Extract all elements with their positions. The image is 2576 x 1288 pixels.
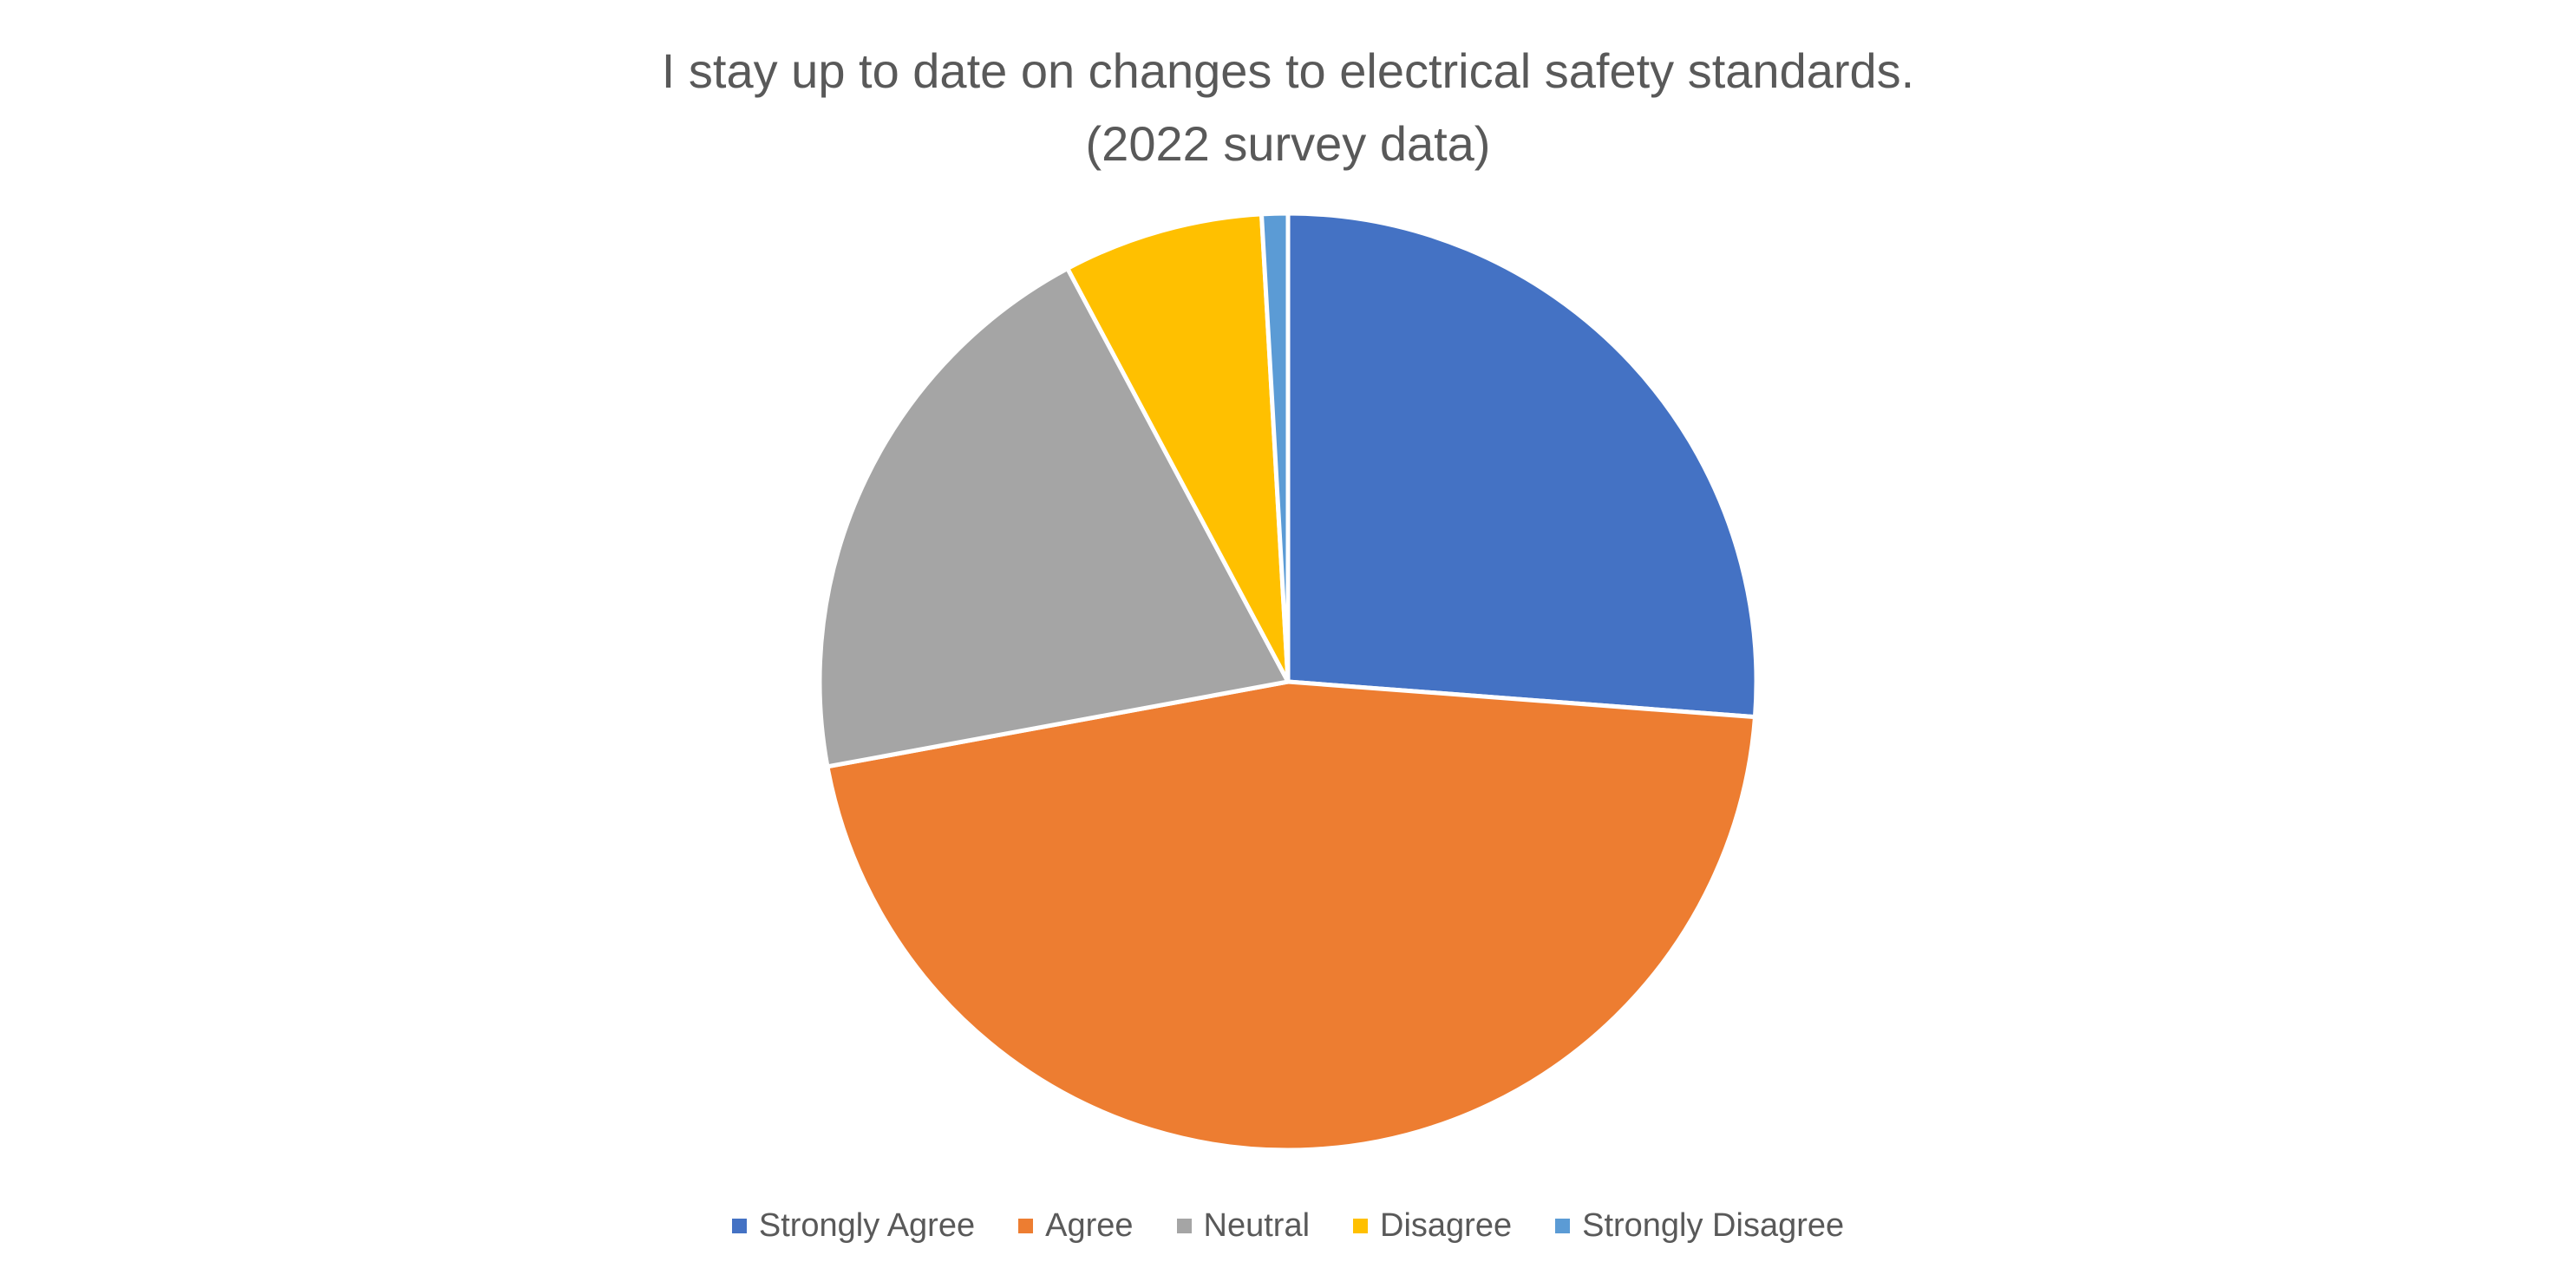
pie-slice-agree	[825, 679, 1757, 1153]
pie-slices	[817, 211, 1759, 1153]
legend-item-disagree: Disagree	[1353, 1207, 1512, 1245]
legend-label-agree: Agree	[1045, 1207, 1134, 1244]
pie-slice-neutral	[817, 266, 1291, 769]
legend-item-agree: Agree	[1018, 1207, 1134, 1245]
chart-subtitle-text: (2022 survey data)	[1085, 116, 1491, 171]
pie-slice-strongly-agree	[1285, 211, 1759, 720]
chart-legend: Strongly Agree Agree Neutral Disagree Strong…	[0, 1207, 2576, 1245]
chart-title: I stay up to date on changes to electric…	[0, 35, 2576, 180]
legend-swatch-agree	[1018, 1219, 1034, 1233]
pie-slice-strongly-disagree	[1259, 211, 1291, 684]
legend-label-strongly-agree: Strongly Agree	[758, 1207, 976, 1244]
legend-label-neutral: Neutral	[1203, 1207, 1311, 1244]
legend-label-strongly-disagree: Strongly Disagree	[1582, 1207, 1845, 1244]
legend-swatch-disagree	[1353, 1219, 1369, 1233]
pie-slice-disagree	[1065, 212, 1291, 684]
legend-item-neutral: Neutral	[1176, 1207, 1311, 1245]
chart-title-text: I stay up to date on changes to electric…	[661, 43, 1915, 98]
legend-item-strongly-disagree: Strongly Disagree	[1555, 1207, 1844, 1245]
legend-label-disagree: Disagree	[1380, 1207, 1513, 1244]
legend-swatch-strongly-agree	[731, 1219, 747, 1233]
legend-item-strongly-agree: Strongly Agree	[731, 1207, 976, 1245]
legend-swatch-neutral	[1176, 1219, 1192, 1233]
legend-swatch-strongly-disagree	[1555, 1219, 1571, 1233]
